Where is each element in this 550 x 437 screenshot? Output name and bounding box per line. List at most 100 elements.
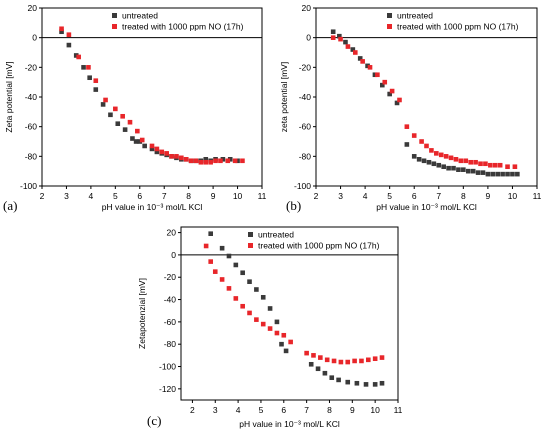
y-tick-label: -20 [299,62,312,72]
x-tick-label: 4 [89,191,94,201]
treated-point [345,44,351,49]
x-tick-label: 3 [64,191,69,201]
untreated-point [470,168,476,174]
treated-point [338,359,344,365]
treated-point [438,152,444,158]
untreated-point [267,306,273,311]
untreated-point [500,171,505,177]
y-axis-label: Zetapotenzial [mV] [137,278,147,349]
treated-point [324,357,330,363]
treated-point [169,154,174,159]
treated-point [318,355,323,360]
treated-point [240,303,245,309]
untreated-point [431,161,437,167]
untreated-point [357,56,363,61]
legend-label: treated with 1000 ppm NO (17h) [122,22,244,32]
treated-point [424,143,429,149]
y-tick-label: -100 [20,181,37,191]
y-tick-label: -60 [164,317,177,327]
untreated-point [87,75,92,81]
treated-point [159,149,165,155]
treated-point [382,79,388,85]
x-tick-label: 4 [236,405,241,415]
treated-point [478,161,483,167]
legend-marker [248,232,253,237]
untreated-point [354,380,360,386]
treated-point [330,35,336,40]
untreated-point [404,142,410,147]
untreated-point [372,72,378,78]
untreated-point [122,127,128,132]
treated-point [212,269,218,274]
treated-point [232,158,238,164]
x-tick-label: 10 [370,405,380,415]
treated-point [429,148,434,153]
x-axis-label: pH value in 10⁻³ mol/L KCl [102,202,203,212]
y-tick-label: -40 [25,92,38,102]
y-tick-label: 0 [32,33,37,43]
y-tick-label: -120 [159,384,176,394]
untreated-point [461,167,466,172]
untreated-point [416,157,422,162]
chart-svg: 2 3 4 5 6 7 8 9 10 11 20 0 -20 -40 -60 -80 -100 -120 pH va… [137,226,403,429]
x-axis-label: pH value in 10⁻³ mol/L KCl [239,419,340,429]
treated-point [66,32,72,37]
treated-point [492,162,498,168]
untreated-point [115,121,121,126]
x-tick-label: 11 [394,405,403,415]
treated-point [113,106,118,112]
treated-point [512,164,518,170]
untreated-point [130,136,135,141]
untreated-point [387,91,392,97]
x-tick-label: 10 [233,191,243,201]
untreated-point [446,165,451,171]
y-axis-label: Zeta potential [mV] [4,61,14,132]
untreated-point [421,158,427,164]
untreated-point [436,162,442,168]
untreated-point [337,33,342,39]
x-tick-label: 5 [113,191,118,201]
treated-point [154,146,160,152]
x-tick-label: 8 [327,405,332,415]
treated-point [375,72,380,78]
x-tick-label: 3 [338,191,343,201]
treated-point [443,154,449,159]
legend-label: treated with 1000 ppm NO (17h) [258,241,380,251]
untreated-point [274,319,280,325]
treated-point [193,158,199,164]
untreated-point [475,170,481,175]
legend-marker [387,13,392,18]
x-tick-label: 2 [314,191,319,201]
untreated-point [456,167,461,172]
untreated-point [154,149,160,155]
treated-point [226,286,232,291]
untreated-point [363,382,369,387]
treated-point [473,159,478,165]
x-tick-label: 8 [461,191,466,201]
x-tick-label: 10 [508,191,518,201]
chart-svg: 2 3 4 5 6 7 8 9 10 11 20 0 -20 -40 -60 -80 -100 pH value … [279,3,542,212]
treated-point [240,158,245,164]
untreated-point [66,42,72,48]
x-tick-label: 6 [137,191,142,201]
treated-point [93,78,99,83]
x-tick-label: 5 [387,191,392,201]
untreated-point [345,379,351,385]
y-tick-label: -40 [164,295,177,305]
treated-point [179,155,184,161]
untreated-point [308,361,314,367]
treated-point [219,277,225,282]
plot-frame [180,226,399,401]
x-tick-label: 7 [436,191,441,201]
treated-point [247,310,252,316]
treated-point [208,259,213,264]
untreated-point [330,29,336,35]
treated-point [164,151,169,156]
untreated-point [59,29,64,35]
y-tick-label: -80 [25,151,38,161]
y-tick-label: -40 [299,92,312,102]
y-tick-label: -60 [25,122,38,132]
treated-point [274,330,280,336]
untreated-point [240,270,245,276]
untreated-point [441,164,446,170]
